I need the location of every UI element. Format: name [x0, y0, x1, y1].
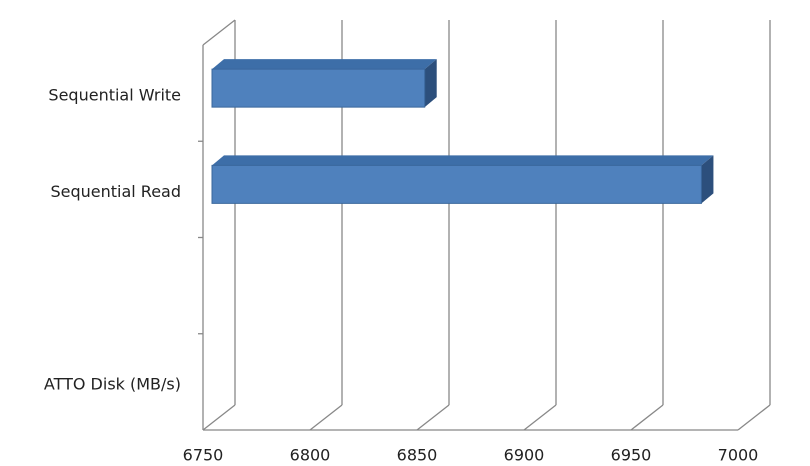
bar	[211, 68, 426, 108]
bar-top	[212, 59, 437, 70]
x-tick-label: 6750	[183, 446, 224, 465]
x-tick-label: 6950	[611, 446, 652, 465]
floor-tick	[202, 404, 236, 431]
floor-tick	[523, 404, 557, 431]
bar	[211, 164, 702, 204]
x-tick-label: 6900	[504, 446, 545, 465]
x-tick-label: 7000	[718, 446, 759, 465]
y-tick-label: Sequential Read	[50, 182, 181, 201]
floor-tick	[737, 404, 771, 431]
floor-tick	[630, 404, 664, 431]
left-wall-top	[202, 19, 236, 46]
floor-tick	[309, 404, 343, 431]
y-tick-label: Sequential Write	[48, 86, 181, 105]
floor-tick	[416, 404, 450, 431]
y-tick-label: ATTO Disk (MB/s)	[44, 374, 181, 393]
bar-top	[212, 155, 714, 166]
x-tick-label: 6800	[290, 446, 331, 465]
bar-side	[424, 59, 437, 108]
x-tick-label: 6850	[397, 446, 438, 465]
bar-side	[701, 155, 714, 204]
